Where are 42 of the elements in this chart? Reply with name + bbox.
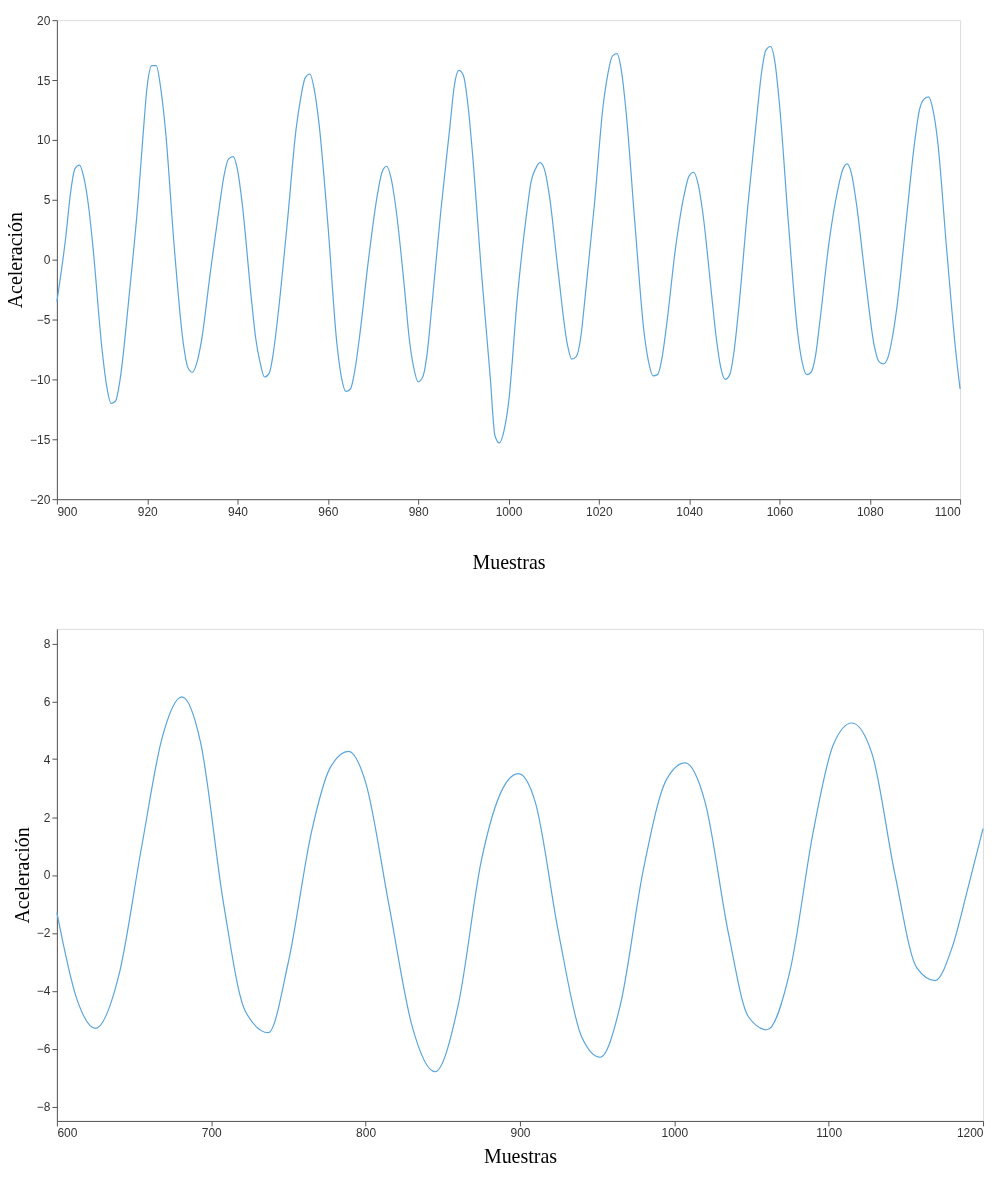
y-tick-label: 20	[37, 13, 51, 28]
y-tick-label: 5	[43, 193, 51, 208]
y-axis-title: Aceleración	[4, 211, 27, 309]
y-tick-label: −8	[36, 1099, 51, 1114]
y-tick-label: 2	[43, 810, 51, 825]
x-tick-label: 1060	[766, 504, 794, 519]
x-tick-label: 700	[201, 1126, 223, 1141]
y-tick-label: −5	[36, 313, 51, 328]
x-tick-label: 1100	[934, 504, 961, 519]
x-tick-label: 1080	[856, 504, 884, 519]
y-tick-label: 15	[37, 73, 51, 88]
y-tick-label: 10	[37, 133, 51, 148]
x-axis-title: Muestras	[483, 1145, 558, 1168]
y-tick-label: −2	[36, 926, 51, 941]
y-tick-label: 4	[43, 752, 51, 767]
x-tick-label: 1000	[495, 504, 523, 519]
x-tick-label: 900	[57, 504, 78, 519]
x-tick-label: 980	[408, 504, 429, 519]
line-series	[56, 696, 984, 1073]
x-tick-label: 960	[318, 504, 339, 519]
x-tick-label: 1020	[585, 504, 613, 519]
x-tick-label: 1200	[956, 1126, 984, 1141]
x-tick-label: 940	[228, 504, 249, 519]
x-tick-label: 920	[137, 504, 159, 519]
x-tick-label: 600	[57, 1126, 78, 1141]
x-tick-label: 1100	[816, 1126, 843, 1141]
x-tick-label: 800	[356, 1126, 377, 1141]
y-tick-label: 6	[43, 694, 51, 709]
y-axis-title: Aceleración	[10, 827, 33, 924]
y-tick-label: 0	[43, 253, 51, 268]
line-series	[56, 45, 961, 444]
x-tick-label: 1000	[661, 1126, 689, 1141]
x-tick-label: 1040	[676, 504, 704, 519]
y-tick-label: 0	[43, 868, 51, 883]
y-tick-label: −10	[30, 372, 51, 387]
y-tick-label: −4	[36, 984, 51, 999]
x-axis-title: Muestras	[472, 550, 546, 573]
y-tick-label: −20	[30, 492, 51, 507]
y-tick-label: −15	[30, 432, 51, 447]
y-tick-label: −6	[36, 1042, 51, 1057]
x-tick-label: 900	[510, 1126, 531, 1141]
y-tick-label: 8	[43, 636, 51, 651]
